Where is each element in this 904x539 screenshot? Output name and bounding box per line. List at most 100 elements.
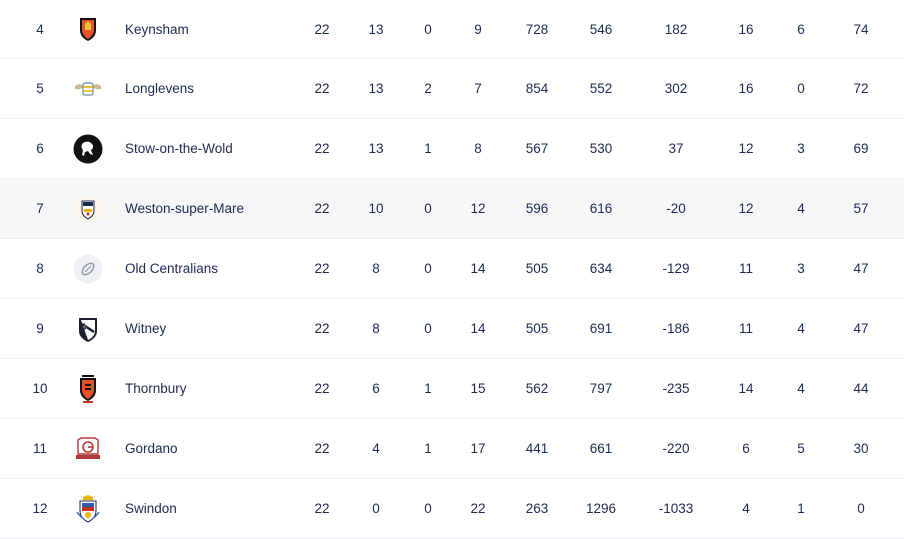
gordano-crest-icon — [72, 419, 104, 478]
points-for-cell: 854 — [525, 81, 549, 96]
total-points-cell: 57 — [853, 201, 869, 216]
team-name-link[interactable]: Keynsham — [125, 21, 189, 37]
losing-bonus-cell: 5 — [797, 441, 805, 456]
drawn-cell: 1 — [424, 381, 432, 396]
try-bonus-cell: 16 — [738, 21, 754, 37]
total-points-cell: 44 — [853, 381, 869, 396]
try-bonus-cell: 16 — [738, 81, 754, 96]
thornbury-crest-icon — [72, 359, 104, 418]
points-against-cell: 797 — [589, 381, 613, 396]
losing-bonus-cell: 3 — [797, 261, 805, 276]
team-name-link[interactable]: Longlevens — [125, 81, 195, 96]
won-cell: 6 — [372, 381, 380, 396]
lost-cell: 8 — [474, 141, 482, 156]
points-against-cell: 530 — [589, 141, 613, 156]
table-row[interactable]: 9 Witney 22 8 0 14 505 691 -186 11 4 47 — [0, 299, 904, 359]
table-row[interactable]: 6 Stow-on-the-Wold 22 13 1 8 567 530 37 12 3 69 — [0, 119, 904, 179]
try-bonus-cell: 14 — [738, 381, 754, 396]
position-cell: 7 — [36, 201, 44, 216]
points-difference-cell: -129 — [662, 261, 690, 276]
position-cell: 10 — [32, 381, 48, 396]
points-against-cell: 552 — [589, 81, 613, 96]
team-name-link[interactable]: Stow-on-the-Wold — [125, 141, 233, 156]
points-for-cell: 596 — [525, 201, 549, 216]
total-points-cell: 47 — [853, 321, 869, 336]
table-row[interactable]: 10 Thornbury 22 6 1 15 562 797 -235 14 4 44 — [0, 359, 904, 419]
longlevens-crest-icon — [72, 59, 104, 118]
won-cell: 13 — [368, 141, 384, 156]
lost-cell: 12 — [470, 201, 486, 216]
table-row[interactable]: 5 Longlevens 22 13 2 7 854 552 302 16 0 72 — [0, 59, 904, 119]
played-cell: 22 — [314, 501, 330, 516]
table-row[interactable]: 4 Keynsham 22 13 0 9 728 546 182 16 6 74 — [0, 0, 904, 59]
total-points-cell: 30 — [853, 441, 869, 456]
played-cell: 22 — [314, 261, 330, 276]
points-difference-cell: 302 — [664, 81, 688, 96]
played-cell: 22 — [314, 141, 330, 156]
try-bonus-cell: 12 — [738, 201, 754, 216]
won-cell: 4 — [372, 441, 380, 456]
points-for-cell: 505 — [525, 321, 549, 336]
lost-cell: 15 — [470, 381, 486, 396]
won-cell: 0 — [372, 501, 380, 516]
points-for-cell: 567 — [525, 141, 549, 156]
weston-super-mare-crest-icon — [72, 179, 104, 238]
drawn-cell: 1 — [424, 441, 432, 456]
won-cell: 13 — [368, 21, 384, 37]
position-cell: 5 — [36, 81, 44, 96]
losing-bonus-cell: 4 — [797, 381, 805, 396]
table-row[interactable]: 12 Swindon 22 0 0 22 263 1296 -1033 4 1 0 — [0, 479, 904, 539]
drawn-cell: 0 — [424, 201, 432, 216]
try-bonus-cell: 4 — [742, 501, 750, 516]
won-cell: 8 — [372, 321, 380, 336]
won-cell: 8 — [372, 261, 380, 276]
points-for-cell: 441 — [525, 441, 549, 456]
total-points-cell: 69 — [853, 141, 869, 156]
stow-on-the-wold-crest-icon — [72, 119, 104, 178]
losing-bonus-cell: 4 — [797, 321, 805, 336]
lost-cell: 14 — [470, 321, 486, 336]
points-difference-cell: 37 — [668, 141, 684, 156]
table-row[interactable]: 11 Gordano 22 4 1 17 441 661 -220 6 5 30 — [0, 419, 904, 479]
position-cell: 8 — [36, 261, 44, 276]
points-difference-cell: -186 — [662, 321, 690, 336]
drawn-cell: 1 — [424, 141, 432, 156]
points-difference-cell: -20 — [666, 201, 686, 216]
lost-cell: 7 — [474, 81, 482, 96]
team-name-link[interactable]: Weston-super-Mare — [125, 201, 245, 216]
played-cell: 22 — [314, 381, 330, 396]
total-points-cell: 72 — [853, 81, 869, 96]
try-bonus-cell: 6 — [742, 441, 750, 456]
table-row[interactable]: 8 Old Centralians 22 8 0 14 505 634 -129 11 3 47 — [0, 239, 904, 299]
table-row[interactable]: 7 Weston-super-Mare 22 10 0 12 596 616 -20 12 4 57 — [0, 179, 904, 239]
team-name-link[interactable]: Thornbury — [125, 381, 187, 396]
witney-crest-icon — [72, 299, 104, 358]
played-cell: 22 — [314, 441, 330, 456]
position-cell: 11 — [32, 441, 47, 456]
team-name-link[interactable]: Witney — [125, 321, 167, 336]
drawn-cell: 0 — [424, 261, 432, 276]
points-for-cell: 562 — [525, 381, 549, 396]
swindon-crest-icon — [72, 479, 104, 538]
losing-bonus-cell: 4 — [797, 201, 805, 216]
total-points-cell: 47 — [853, 261, 869, 276]
losing-bonus-cell: 1 — [797, 501, 805, 516]
points-against-cell: 1296 — [585, 501, 617, 516]
points-difference-cell: -235 — [662, 381, 690, 396]
team-name-link[interactable]: Swindon — [125, 501, 177, 516]
team-name-link[interactable]: Old Centralians — [125, 261, 219, 276]
lost-cell: 22 — [470, 501, 486, 516]
points-against-cell: 661 — [589, 441, 613, 456]
position-cell: 12 — [32, 501, 48, 516]
position-cell: 9 — [36, 321, 44, 336]
try-bonus-cell: 11 — [738, 261, 754, 276]
points-difference-cell: -220 — [662, 441, 690, 456]
drawn-cell: 0 — [424, 21, 432, 37]
losing-bonus-cell: 0 — [797, 81, 805, 96]
won-cell: 13 — [368, 81, 384, 96]
team-name-link[interactable]: Gordano — [125, 441, 178, 456]
played-cell: 22 — [314, 81, 330, 96]
drawn-cell: 0 — [424, 501, 432, 516]
lost-cell: 17 — [470, 441, 486, 456]
points-against-cell: 691 — [589, 321, 613, 336]
